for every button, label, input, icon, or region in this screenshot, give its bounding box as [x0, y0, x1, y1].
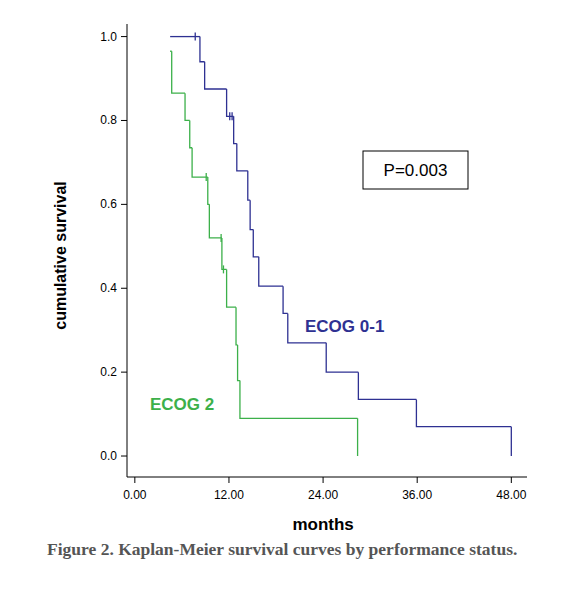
survival-step	[416, 399, 511, 426]
survival-step	[222, 238, 227, 269]
survival-step	[326, 343, 358, 372]
annotation: P=0.003	[384, 161, 448, 180]
caption: Figure 2. Kaplan-Meier survival curves b…	[47, 538, 535, 561]
x-tick	[511, 477, 512, 483]
survival-step	[283, 286, 288, 313]
y-axis	[127, 24, 128, 477]
series-label: ECOG 2	[150, 395, 214, 414]
y-tick-label: 0.6	[100, 197, 117, 211]
survival-step	[172, 51, 185, 93]
survival-step	[240, 381, 358, 419]
y-tick	[121, 36, 127, 37]
series-label: ECOG 0-1	[305, 317, 384, 336]
y-axis-label: cumulative survival	[52, 181, 69, 330]
x-axis-label: months	[292, 515, 353, 534]
y-tick-label: 0.0	[100, 449, 117, 463]
x-tick-label: 48.00	[496, 488, 526, 502]
x-tick-label: 0.00	[123, 488, 147, 502]
y-tick	[121, 204, 127, 205]
survival-step	[185, 93, 190, 120]
y-tick-label: 0.8	[100, 113, 117, 127]
y-tick-label: 1.0	[100, 30, 117, 44]
x-tick-label: 24.00	[308, 488, 338, 502]
x-tick	[134, 477, 135, 483]
survival-step	[511, 427, 512, 456]
survival-step	[236, 307, 238, 345]
survival-step	[192, 148, 208, 177]
y-tick	[121, 372, 127, 373]
survival-step	[253, 230, 258, 257]
survival-step	[237, 144, 248, 171]
y-tick-label: 0.2	[100, 365, 117, 379]
x-tick-label: 36.00	[402, 488, 432, 502]
survival-step	[357, 418, 358, 456]
censor-mark	[223, 265, 224, 273]
survival-step	[227, 269, 236, 307]
x-tick	[323, 477, 324, 483]
censor-mark	[206, 173, 207, 181]
survival-step	[259, 257, 283, 286]
survival-step	[234, 116, 237, 143]
survival-step	[250, 200, 253, 229]
annotation-box	[363, 151, 468, 189]
y-tick	[121, 456, 127, 457]
censor-mark	[220, 234, 221, 242]
y-tick	[121, 120, 127, 121]
survival-step	[238, 345, 240, 381]
survival-step	[209, 204, 222, 238]
y-tick	[121, 288, 127, 289]
x-tick-label: 12.00	[214, 488, 244, 502]
x-axis	[127, 477, 527, 478]
survival-step	[358, 372, 416, 399]
censor-mark	[229, 112, 230, 120]
censor-mark	[195, 33, 196, 41]
plot-area	[170, 33, 511, 456]
x-tick	[417, 477, 418, 483]
x-tick	[228, 477, 229, 483]
censor-mark	[231, 112, 232, 120]
y-tick-label: 0.4	[100, 281, 117, 295]
survival-step	[190, 120, 192, 147]
survival-step	[227, 89, 234, 116]
chart: 0.0 0.2 0.4 0.6 0.8 1.0 0.00 12.00 24.00 36.00 48.…	[0, 0, 573, 604]
survival-step	[208, 177, 210, 204]
survival-step	[200, 37, 205, 62]
survival-step	[248, 171, 250, 200]
survival-step	[205, 62, 227, 89]
